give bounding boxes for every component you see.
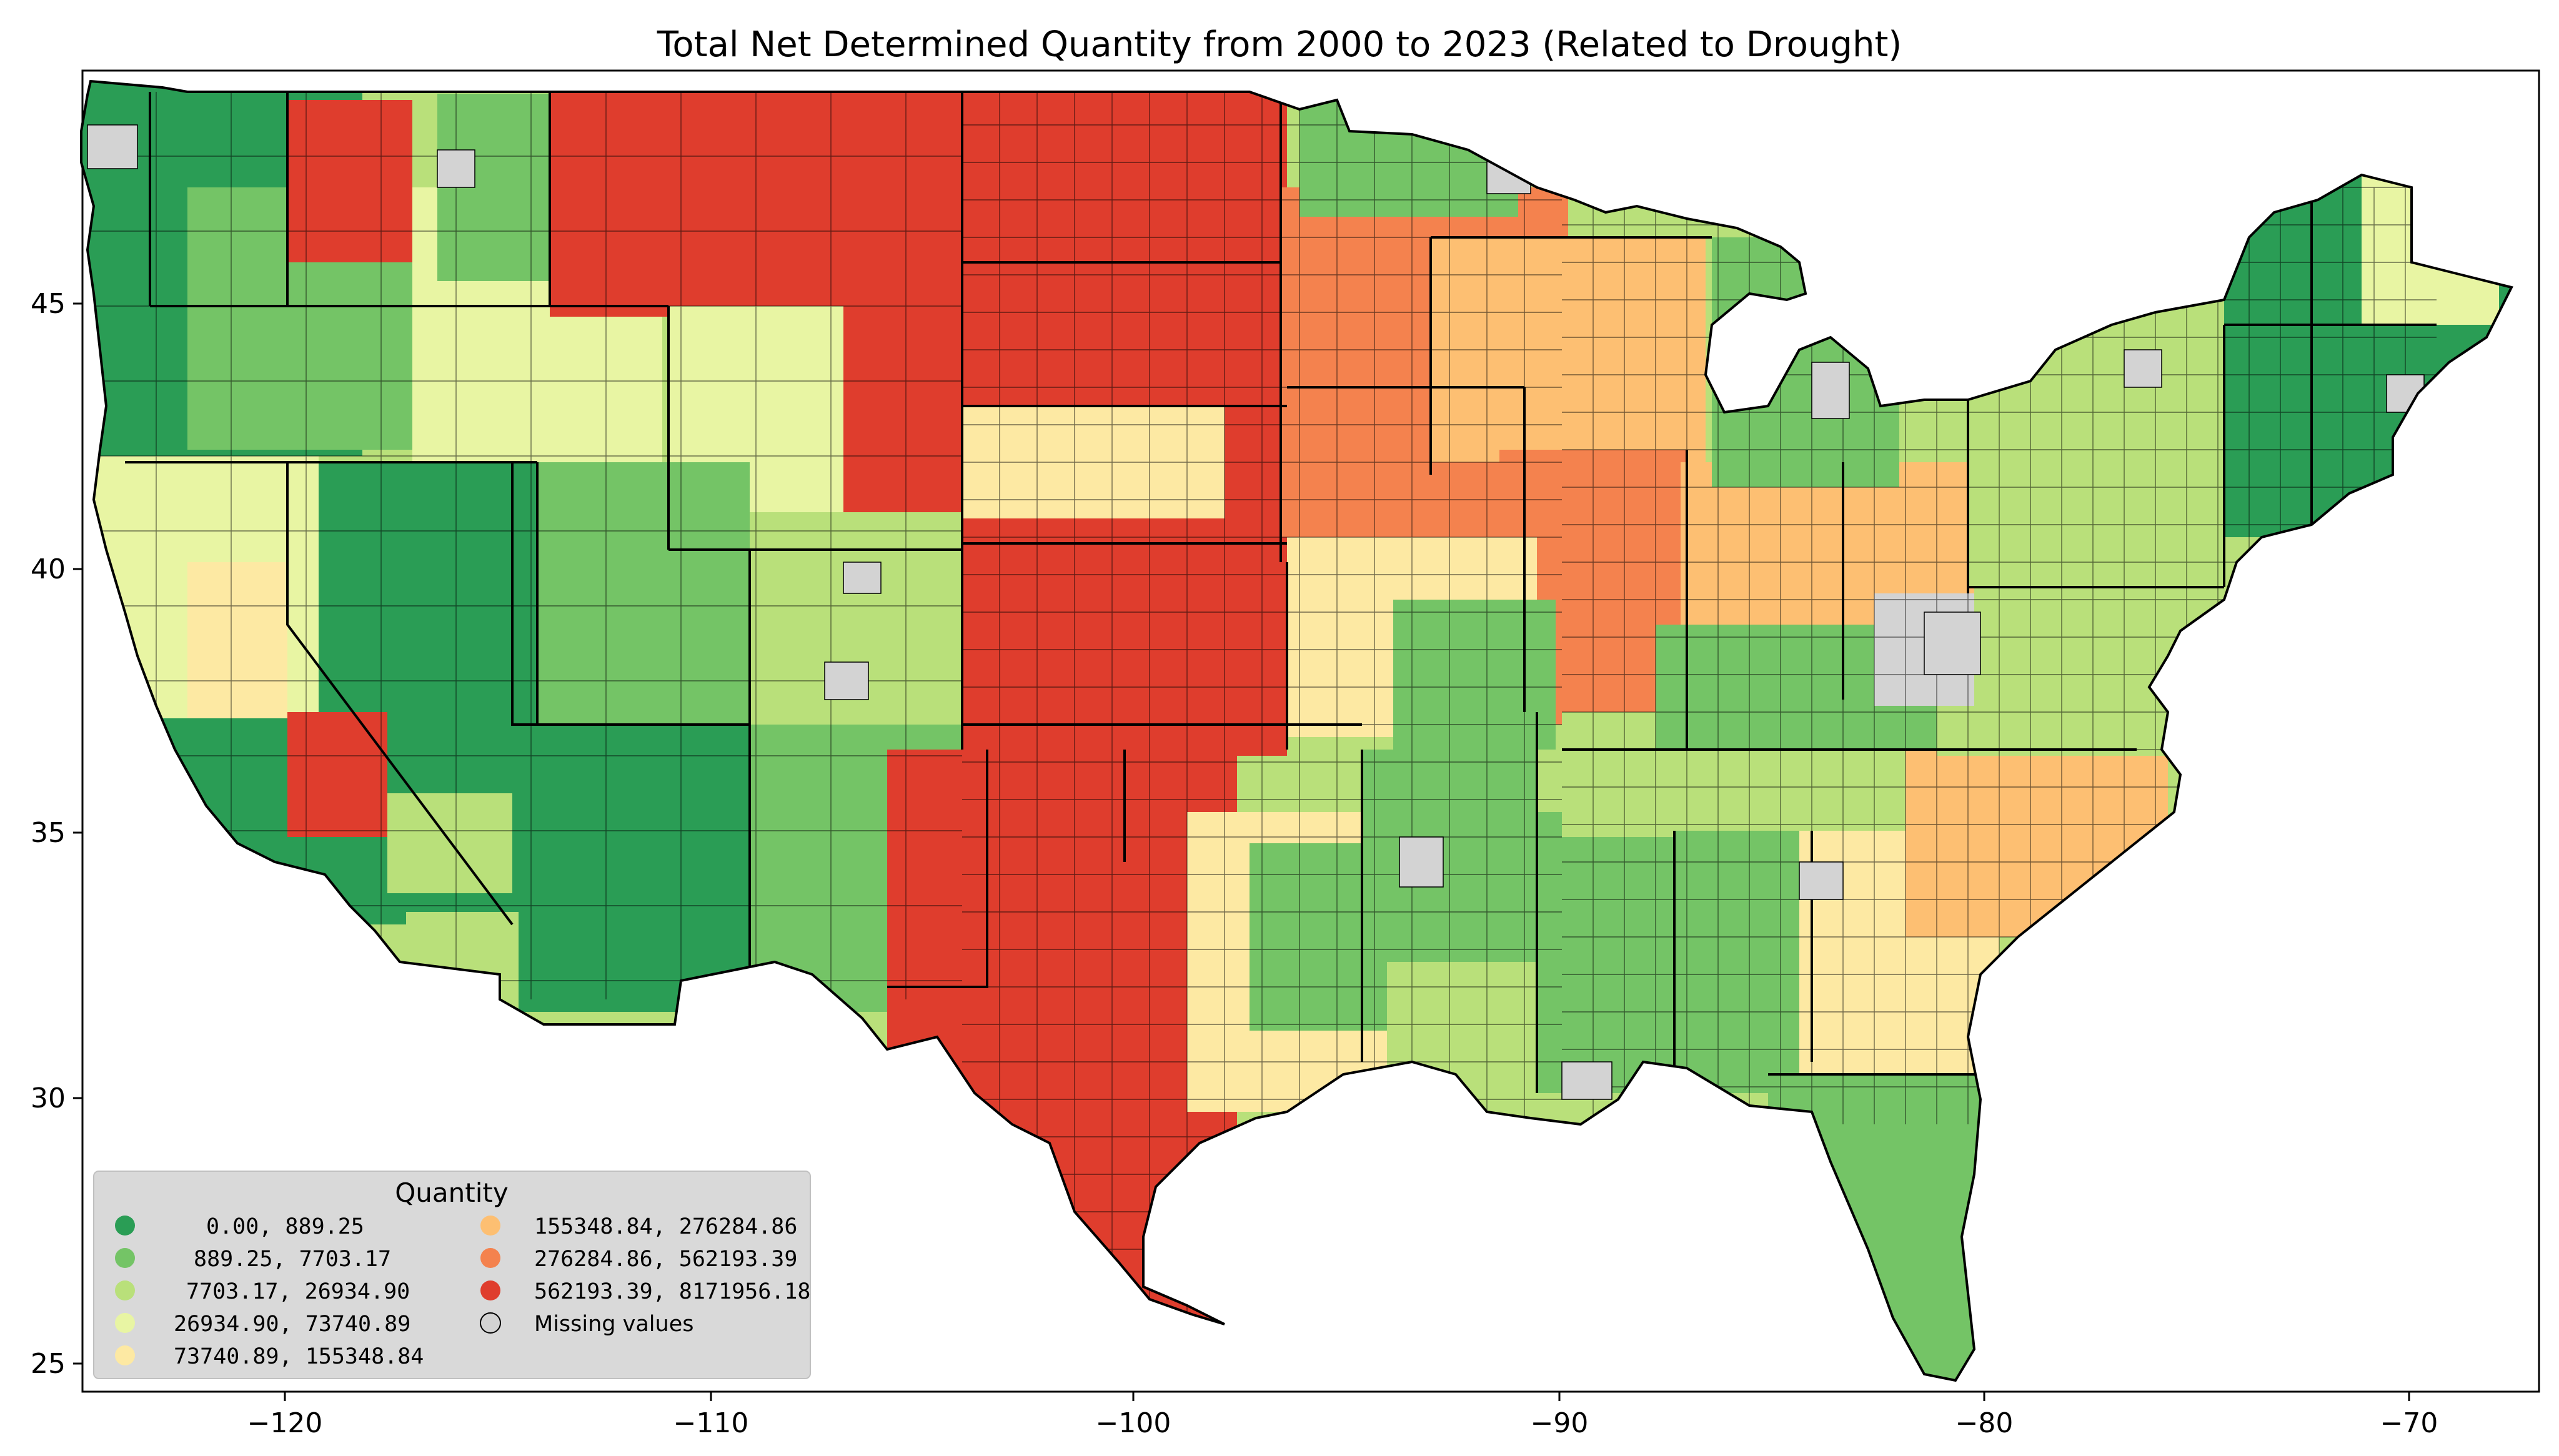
legend-label: 562193.39, 8171956.18 [534, 1279, 811, 1304]
legend-marker [480, 1312, 501, 1334]
region-arizona [519, 725, 750, 1012]
legend-marker [115, 1216, 135, 1236]
legend: Quantity 0.00, 889.25 889.25, 7703.17 77… [93, 1171, 811, 1379]
legend-title: Quantity [395, 1177, 509, 1208]
chart-title: Total Net Determined Quantity from 2000 … [657, 24, 1902, 65]
legend-label: 73740.89, 155348.84 [174, 1344, 424, 1369]
y-axis: 45 40 35 30 25 [31, 288, 82, 1380]
x-tick-label: −90 [1531, 1407, 1589, 1439]
x-tick-label: −110 [673, 1407, 749, 1439]
legend-marker [115, 1280, 135, 1300]
legend-label: 26934.90, 73740.89 [174, 1312, 410, 1337]
x-tick-label: −80 [1955, 1407, 2014, 1439]
legend-label: 155348.84, 276284.86 [534, 1214, 797, 1239]
legend-marker [480, 1216, 500, 1236]
y-tick-label: 25 [31, 1348, 66, 1380]
legend-marker [115, 1313, 135, 1333]
region-n-idaho [287, 100, 412, 262]
region-dakotas [962, 92, 1287, 417]
region-inland-empire [387, 793, 512, 893]
y-tick-label: 35 [31, 817, 66, 849]
state-borders [125, 92, 2437, 1093]
county-grid [87, 92, 2437, 1312]
x-tick-label: −70 [2380, 1407, 2438, 1439]
x-tick-label: −100 [1096, 1407, 1171, 1439]
legend-label: 7703.17, 26934.90 [186, 1279, 410, 1304]
region-kern-red [287, 712, 387, 837]
x-tick-label: −120 [247, 1407, 323, 1439]
legend-label: Missing values [534, 1312, 693, 1337]
legend-label: 0.00, 889.25 [206, 1214, 364, 1239]
region-central-valley [187, 562, 287, 725]
legend-marker [480, 1248, 500, 1268]
legend-marker [115, 1345, 135, 1365]
y-tick-label: 30 [31, 1082, 66, 1114]
legend-label: 889.25, 7703.17 [194, 1247, 391, 1272]
legend-marker [480, 1280, 500, 1300]
region-mississippi [1537, 812, 1681, 1093]
x-axis: −120 −110 −100 −90 −80 −70 [247, 1392, 2438, 1439]
legend-box [93, 1171, 811, 1379]
region-colorado [750, 512, 987, 756]
region-missouri-green [1393, 600, 1556, 750]
y-tick-label: 45 [31, 288, 66, 320]
legend-label: 276284.86, 562193.39 [534, 1247, 797, 1272]
region-utah [537, 462, 750, 725]
legend-marker [115, 1248, 135, 1268]
region-alabama [1674, 831, 1818, 1093]
y-tick-label: 40 [31, 553, 66, 585]
